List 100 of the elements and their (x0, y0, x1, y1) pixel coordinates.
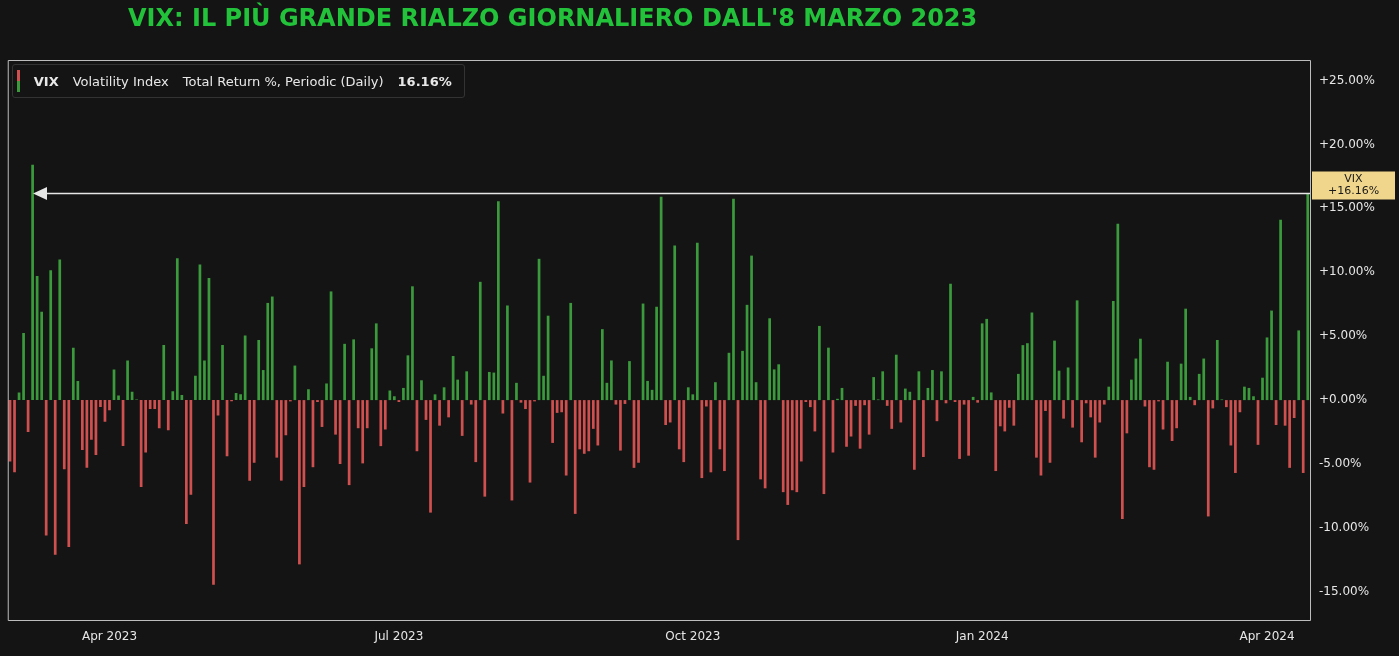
bar (998, 400, 1002, 427)
bar (940, 371, 943, 401)
bar (1243, 386, 1246, 401)
bar (1301, 400, 1305, 473)
y-tick-label: +15.00% (1319, 200, 1375, 215)
bar (1184, 308, 1188, 401)
bar (1003, 400, 1007, 432)
bar (157, 400, 161, 429)
y-tick-label: -5.00% (1319, 456, 1362, 471)
bar (1252, 396, 1255, 401)
bar (279, 400, 283, 481)
bar (58, 259, 62, 401)
bar (252, 400, 256, 463)
y-tick-label: -15.00% (1319, 584, 1370, 598)
bar (989, 392, 993, 401)
x-tick-label: Jan 2024 (954, 629, 1009, 644)
y-tick-label: +20.00% (1319, 136, 1375, 151)
bar (1148, 400, 1151, 468)
bar (465, 371, 469, 401)
bar (365, 400, 369, 429)
bar (573, 400, 577, 514)
bar (795, 400, 799, 493)
bar (438, 400, 441, 426)
y-tick-label: +0.00% (1319, 392, 1368, 407)
y-tick-label: +25.00% (1319, 72, 1375, 87)
bar (994, 400, 998, 472)
y-tick-label: +5.00% (1319, 328, 1368, 343)
bar (166, 400, 170, 431)
bar (524, 400, 527, 410)
bar (980, 323, 984, 401)
bar (759, 400, 762, 480)
bar (270, 296, 274, 401)
bar (768, 318, 772, 401)
bar (799, 400, 803, 462)
bar (881, 371, 885, 401)
bar (393, 396, 396, 401)
annotation: Volatility Index (72, 73, 169, 89)
bar (1130, 379, 1133, 401)
bar (144, 400, 148, 453)
bar (646, 380, 649, 401)
bar (1107, 386, 1111, 401)
bar (117, 395, 120, 401)
bar (1306, 193, 1310, 401)
bar (908, 391, 912, 401)
bar (985, 318, 989, 401)
bar (912, 400, 916, 470)
bar (596, 400, 600, 446)
bar (352, 339, 356, 401)
bar (13, 400, 16, 473)
x-tick-label: Oct 2023 (665, 629, 721, 644)
bar (686, 387, 690, 401)
bar (153, 400, 157, 410)
bar (248, 400, 252, 481)
bar (40, 311, 44, 401)
bar (786, 400, 790, 505)
bar (922, 400, 925, 457)
bar (185, 400, 188, 525)
bar (298, 400, 301, 565)
bar (714, 382, 717, 401)
bar (705, 400, 708, 407)
bar (967, 400, 970, 456)
bar (668, 400, 672, 423)
bar (411, 286, 414, 401)
bar (460, 400, 464, 436)
bar (1270, 310, 1273, 401)
bar (587, 400, 591, 452)
bar (126, 360, 129, 401)
bar (1093, 400, 1097, 458)
bar (456, 379, 460, 401)
bar (1202, 358, 1206, 401)
bar (343, 343, 346, 401)
bar (560, 400, 564, 413)
bar (976, 400, 980, 403)
bar (99, 400, 102, 408)
bar (1224, 400, 1228, 408)
bar (1053, 340, 1056, 401)
bar (628, 361, 631, 401)
bar (239, 394, 242, 401)
bar (171, 391, 175, 401)
bar (402, 387, 405, 401)
annotation: Total Return %, Periodic (Daily) (182, 73, 384, 89)
bar (148, 400, 152, 410)
legend-label: VIX (33, 73, 59, 89)
bar (732, 198, 735, 401)
bar (175, 258, 179, 401)
bar (655, 306, 658, 401)
bar (777, 364, 781, 401)
bar (1188, 396, 1192, 401)
bar (194, 375, 197, 401)
bar (637, 400, 640, 463)
bar (325, 383, 328, 401)
bar (257, 340, 261, 401)
bar (162, 345, 166, 401)
bar (700, 400, 704, 479)
bar (1012, 400, 1016, 426)
bar (90, 400, 93, 440)
bar (1234, 400, 1237, 473)
bar (1016, 373, 1020, 401)
bar (894, 354, 898, 401)
bar (275, 400, 279, 458)
